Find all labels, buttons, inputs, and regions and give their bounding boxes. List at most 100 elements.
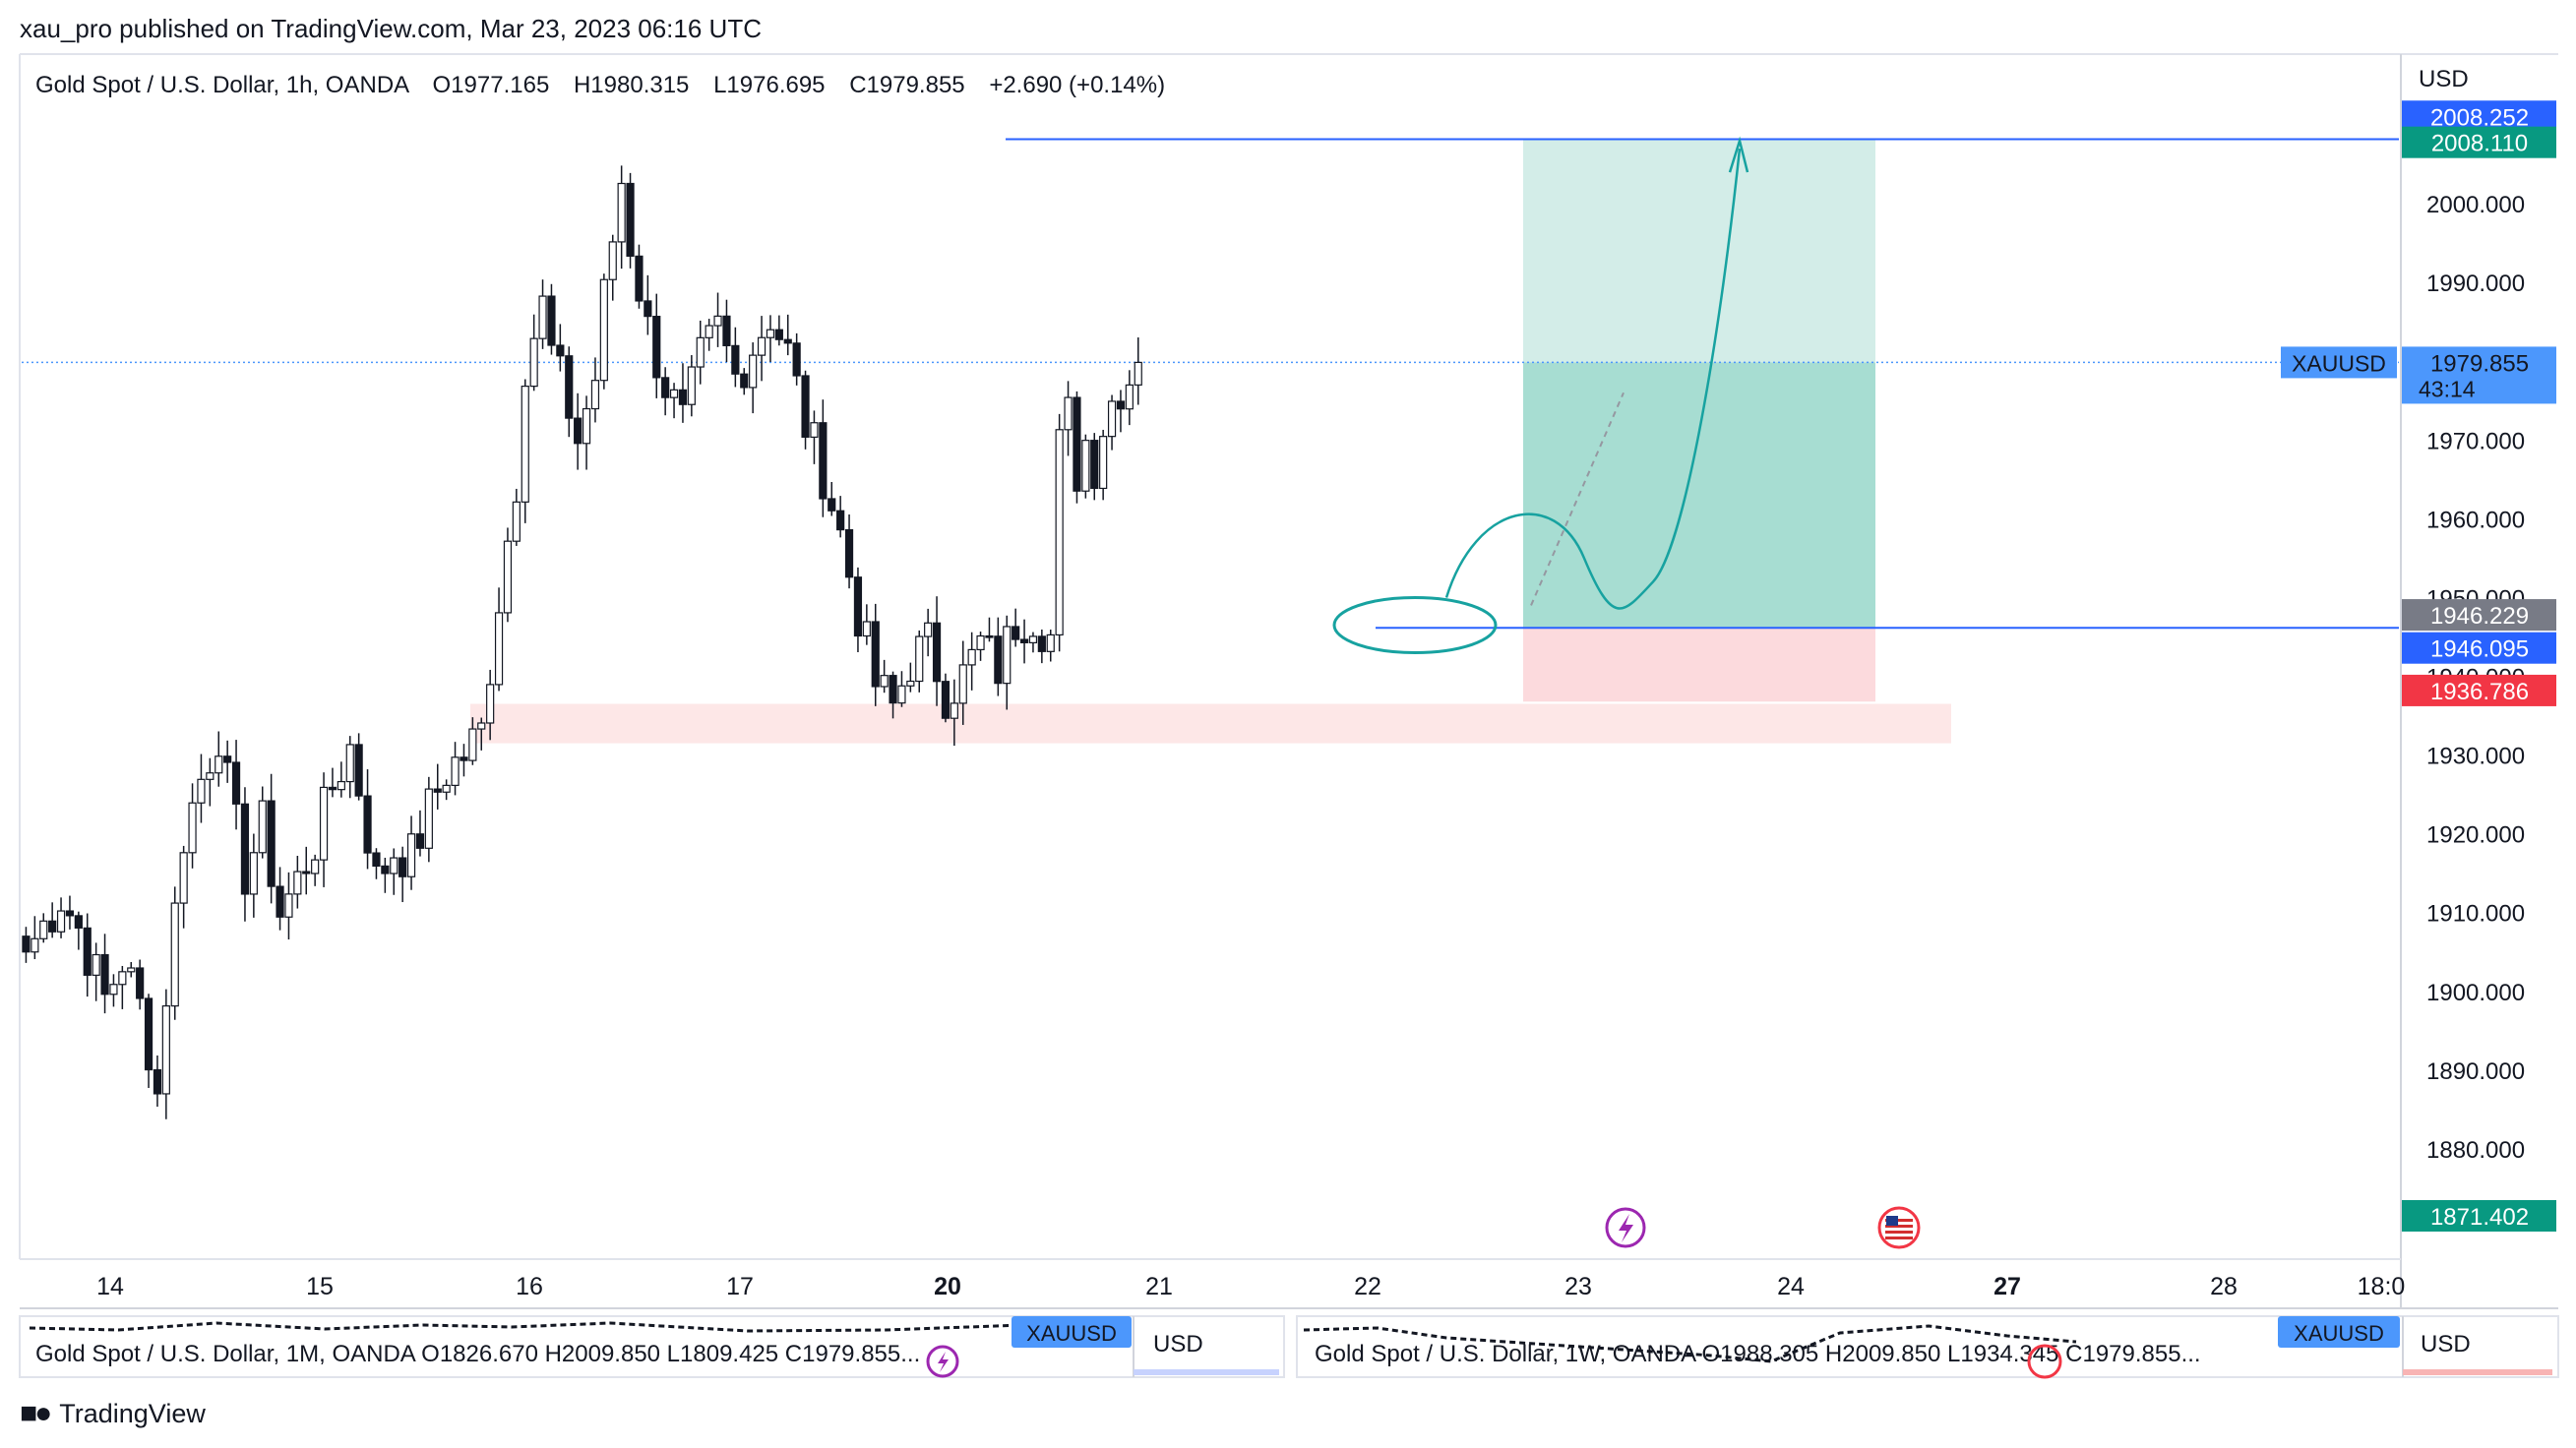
price-axis[interactable]: 2000.0001990.0001970.0001960.0001950.000… xyxy=(2281,100,2556,1232)
price-label: 1936.786 xyxy=(2430,679,2529,705)
price-tick-label: 1900.000 xyxy=(2426,980,2525,1006)
candle-up xyxy=(757,336,767,356)
time-tick-label: 22 xyxy=(1354,1273,1381,1300)
candle-down xyxy=(1116,400,1126,410)
candle-down xyxy=(871,621,880,688)
candle-up xyxy=(967,648,976,666)
candle-up xyxy=(39,920,48,939)
countdown-timer: 43:14 xyxy=(2419,376,2476,401)
candle-down xyxy=(1090,440,1099,490)
candle-down xyxy=(381,865,390,875)
candle-up xyxy=(258,800,267,854)
candle-up xyxy=(749,354,758,389)
candle-down xyxy=(644,300,652,318)
candle-down xyxy=(722,315,731,346)
tradingview-brand[interactable]: ■● TradingView xyxy=(20,1397,206,1430)
close-value: C1979.855 xyxy=(849,72,964,98)
candle-up xyxy=(311,859,320,875)
currency-label[interactable]: USD xyxy=(2419,66,2469,92)
events-icon[interactable] xyxy=(1605,1207,1646,1248)
mini-chart-monthly-symbol: XAUUSD xyxy=(1026,1321,1117,1346)
candle-down xyxy=(652,316,661,379)
candle-up xyxy=(424,788,433,849)
price-label-badge xyxy=(2402,1199,2556,1232)
candle-down xyxy=(853,576,863,637)
candle-down xyxy=(223,755,232,763)
low-value: L1976.695 xyxy=(713,72,825,98)
candle-up xyxy=(170,902,179,1007)
price-label-badge xyxy=(2402,632,2556,664)
candle-up xyxy=(608,241,617,280)
publisher-line: xau_pro published on TradingView.com, Ma… xyxy=(20,14,762,43)
price-label-badge xyxy=(2402,674,2556,706)
price-tick-label: 1890.000 xyxy=(2426,1058,2525,1085)
drawings-layer[interactable] xyxy=(22,138,2399,744)
time-tick-label: 18:0 xyxy=(2358,1273,2406,1300)
mini-chart-weekly-symbol-badge xyxy=(2278,1316,2400,1348)
candle-down xyxy=(22,935,31,953)
candle-down xyxy=(363,795,372,854)
candle-down xyxy=(819,422,828,500)
long-stop-zone xyxy=(1523,628,1875,702)
candle-down xyxy=(302,871,311,875)
price-tick-label: 1880.000 xyxy=(2426,1137,2525,1164)
candle-down xyxy=(889,675,897,704)
candle-down xyxy=(574,417,583,445)
us-flag-icon[interactable] xyxy=(1877,1206,1921,1249)
candle-up xyxy=(442,784,451,793)
mini-us-flag-icon[interactable] xyxy=(2027,1344,2062,1379)
mini-events-icon[interactable] xyxy=(926,1345,959,1378)
candle-down xyxy=(556,344,565,357)
candle-up xyxy=(529,337,538,388)
candle-up xyxy=(1107,400,1117,438)
change-value: +2.690 (+0.14%) xyxy=(989,72,1165,98)
mini-chart-weekly[interactable]: Gold Spot / U.S. Dollar, 1W, OANDA O1988… xyxy=(1296,1315,2559,1379)
time-tick-label: 23 xyxy=(1564,1273,1592,1300)
overlay-drawings[interactable] xyxy=(1332,136,1749,654)
candle-up xyxy=(713,315,722,327)
candle-down xyxy=(801,375,810,438)
candle-down xyxy=(836,510,845,531)
candle-up xyxy=(319,786,329,861)
time-axis[interactable]: 14 15 16 17 20 21 22 23 24 27 28 18:0 xyxy=(96,1273,2405,1300)
time-tick-label: 28 xyxy=(2210,1273,2238,1300)
candle-down xyxy=(372,852,381,867)
price-tick-label: 1910.000 xyxy=(2426,901,2525,928)
candle-up xyxy=(950,702,958,719)
candle-up xyxy=(477,722,486,730)
candle-up xyxy=(390,857,399,875)
mini-chart-weekly-currency[interactable]: USD xyxy=(2421,1331,2471,1358)
candle-up xyxy=(503,540,513,614)
candle-down xyxy=(678,389,688,405)
candle-up xyxy=(188,802,197,854)
candle-up xyxy=(249,852,258,895)
mini-chart-monthly[interactable]: Gold Spot / U.S. Dollar, 1M, OANDA O1826… xyxy=(19,1315,1285,1378)
candle-down xyxy=(144,997,153,1071)
candle-up xyxy=(538,295,547,339)
candle-down xyxy=(547,295,556,346)
candle-down xyxy=(635,255,644,302)
candle-down xyxy=(74,915,83,929)
price-label: 1871.402 xyxy=(2430,1204,2529,1231)
candle-up xyxy=(1064,396,1073,431)
candle-up xyxy=(862,621,871,637)
candle-down xyxy=(276,885,284,918)
candle-down xyxy=(740,373,749,389)
candle-down xyxy=(328,786,337,791)
long-target-zone-lower xyxy=(1523,362,1875,629)
candle-up xyxy=(1081,440,1090,492)
candle-down xyxy=(1012,626,1020,640)
last-price-value: 1979.855 xyxy=(2430,350,2529,377)
candle-up xyxy=(1055,429,1064,636)
candle-up xyxy=(880,675,889,688)
chart-legend: Gold Spot / U.S. Dollar, 1h, OANDA O1977… xyxy=(35,72,1165,98)
candle-up xyxy=(1046,634,1055,652)
mini-chart-monthly-currency[interactable]: USD xyxy=(1153,1331,1203,1358)
candle-up xyxy=(215,755,223,774)
candle-up xyxy=(345,744,354,783)
candle-up xyxy=(118,971,127,986)
price-label-badge xyxy=(2402,599,2556,632)
candle-down xyxy=(565,355,574,419)
price-tick-label: 1960.000 xyxy=(2426,507,2525,533)
